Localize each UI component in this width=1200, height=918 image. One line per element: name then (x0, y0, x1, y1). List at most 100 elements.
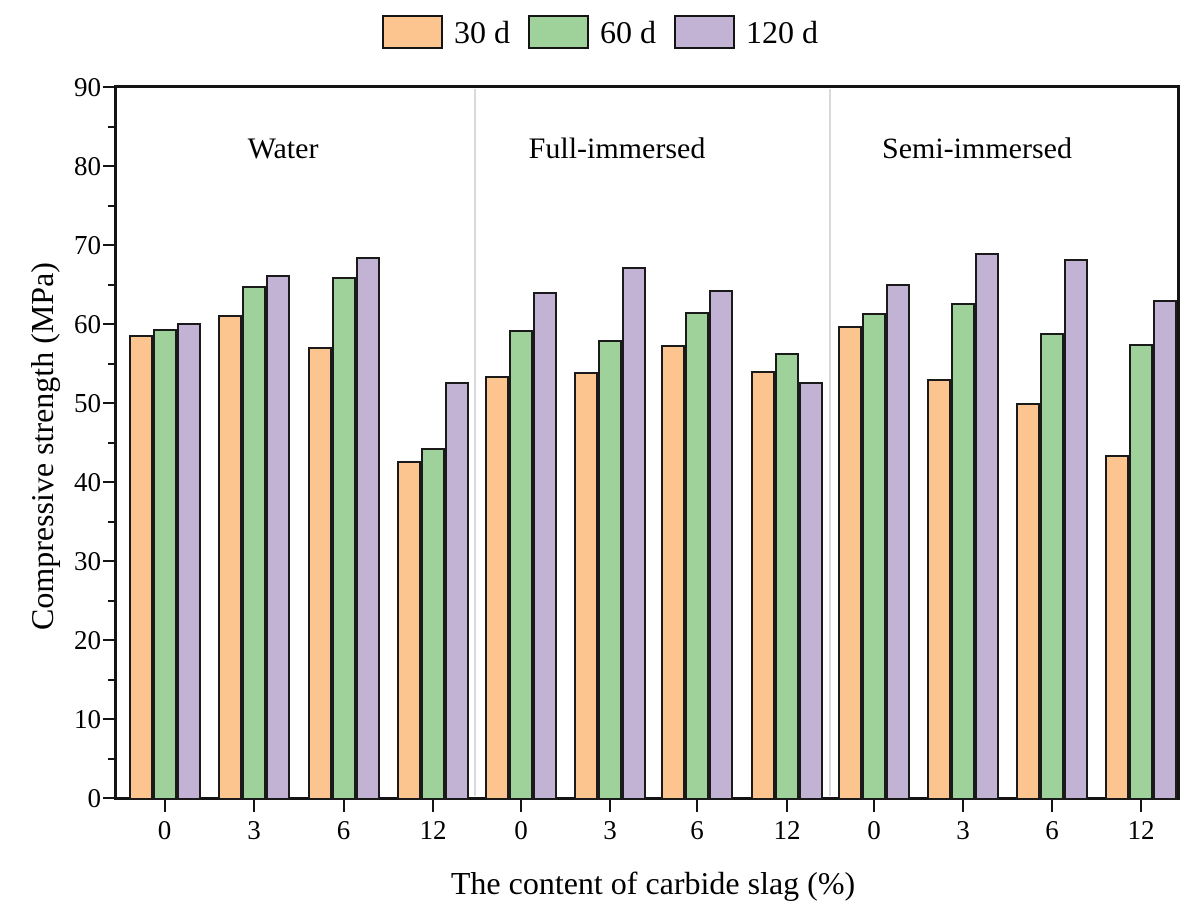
y-major-tick (103, 244, 115, 246)
x-major-tick (962, 800, 964, 812)
bar-water-3-120d (266, 275, 290, 800)
bar-water-12-30d (397, 461, 421, 800)
y-major-tick (103, 560, 115, 562)
plot-border (114, 85, 1180, 800)
y-tick-label: 50 (74, 388, 101, 418)
x-major-tick (163, 800, 166, 812)
bar-full-immersed-3-60d (598, 340, 622, 800)
y-minor-tick (108, 283, 115, 286)
legend-swatch-icon (382, 15, 443, 49)
bar-full-immersed-3-30d (574, 372, 598, 800)
x-major-tick (786, 800, 788, 812)
bar-full-immersed-3-120d (622, 267, 646, 800)
bar-water-0-60d (152, 329, 177, 800)
bar-semi-immersed-3-60d (951, 303, 975, 800)
x-tick-label: 6 (336, 815, 351, 845)
y-major-tick (103, 402, 115, 404)
y-minor-tick (108, 204, 115, 207)
bar-semi-immersed-6-30d (1016, 403, 1040, 800)
y-tick-label: 40 (74, 467, 101, 497)
bar-semi-immersed-3-120d (975, 253, 999, 800)
y-minor-tick (108, 520, 115, 523)
bar-semi-immersed-12-60d (1129, 344, 1153, 800)
bar-water-12-60d (421, 448, 445, 800)
y-minor-tick (108, 362, 115, 365)
y-major-tick (103, 797, 115, 799)
y-tick-label: 90 (74, 72, 101, 102)
y-tick-label: 70 (74, 230, 101, 260)
bar-semi-immersed-0-60d (862, 313, 886, 800)
x-major-tick (1140, 800, 1142, 812)
bar-semi-immersed-3-30d (927, 379, 951, 800)
bar-semi-immersed-6-120d (1064, 259, 1088, 800)
x-major-tick (696, 800, 698, 812)
legend-swatch-icon (674, 15, 735, 49)
bar-water-6-30d (307, 347, 332, 800)
y-major-tick (103, 323, 115, 325)
y-minor-tick (108, 599, 115, 602)
panel-separator (474, 89, 476, 796)
bar-semi-immersed-6-60d (1040, 333, 1064, 800)
legend-label: 60 d (600, 14, 656, 50)
y-tick-label: 20 (74, 625, 101, 655)
panel-label-full-immersed: Full-immersed (528, 132, 706, 165)
bar-water-0-120d (176, 323, 201, 800)
bar-water-3-60d (242, 286, 266, 800)
y-tick-label: 30 (74, 546, 101, 576)
legend-label: 30 d (454, 14, 510, 50)
bar-full-immersed-6-60d (685, 312, 709, 800)
y-major-tick (103, 639, 115, 641)
panel-label-water: Water (247, 132, 319, 165)
bar-full-immersed-6-30d (661, 345, 685, 800)
bar-water-6-60d (331, 277, 356, 800)
y-tick-label: 60 (74, 309, 101, 339)
y-major-tick (103, 165, 115, 167)
bar-full-immersed-12-30d (751, 371, 775, 800)
y-minor-tick (108, 757, 115, 760)
bar-full-immersed-12-60d (775, 353, 799, 800)
x-major-tick (342, 800, 345, 812)
legend: 30 d 60 d 120 d (0, 12, 1200, 52)
x-tick-label: 0 (867, 815, 881, 845)
y-tick-label: 0 (87, 783, 102, 813)
y-tick-label: 80 (74, 151, 101, 181)
bar-full-immersed-0-60d (509, 330, 533, 800)
x-tick-label: 3 (603, 815, 617, 845)
y-major-tick (103, 481, 115, 483)
legend-label: 120 d (746, 14, 818, 50)
x-major-tick (609, 800, 611, 812)
bar-full-immersed-0-120d (533, 292, 557, 800)
bar-water-0-30d (128, 335, 153, 800)
bar-water-3-30d (218, 315, 242, 800)
bar-full-immersed-12-120d (799, 382, 823, 800)
x-tick-label: 12 (773, 815, 801, 845)
x-tick-label: 0 (157, 815, 172, 845)
y-minor-tick (108, 678, 115, 681)
y-major-tick (103, 86, 115, 88)
bar-semi-immersed-0-120d (886, 284, 910, 800)
bar-semi-immersed-12-30d (1105, 455, 1129, 800)
legend-item-120d: 120 d (674, 12, 818, 52)
bar-semi-immersed-12-120d (1153, 300, 1177, 800)
bar-water-6-120d (355, 257, 380, 800)
x-tick-label: 12 (419, 815, 447, 845)
y-minor-tick (108, 125, 115, 128)
legend-item-30d: 30 d (382, 12, 510, 52)
x-tick-label: 6 (690, 815, 704, 845)
x-tick-label: 3 (247, 815, 261, 845)
x-axis-title: The content of carbide slag (%) (450, 865, 856, 901)
x-tick-label: 3 (956, 815, 970, 845)
x-major-tick (873, 800, 875, 812)
x-major-tick (520, 800, 522, 812)
x-tick-label: 0 (514, 815, 528, 845)
legend-item-60d: 60 d (528, 12, 656, 52)
bar-full-immersed-0-30d (485, 376, 509, 800)
y-tick-label: 10 (74, 704, 101, 734)
legend-swatch-icon (528, 15, 589, 49)
y-major-tick (103, 718, 115, 720)
bar-semi-immersed-0-30d (838, 326, 862, 800)
y-axis-title: Compressive strength (MPa) (24, 262, 60, 630)
x-tick-label: 12 (1127, 815, 1155, 845)
x-tick-label: 6 (1045, 815, 1059, 845)
